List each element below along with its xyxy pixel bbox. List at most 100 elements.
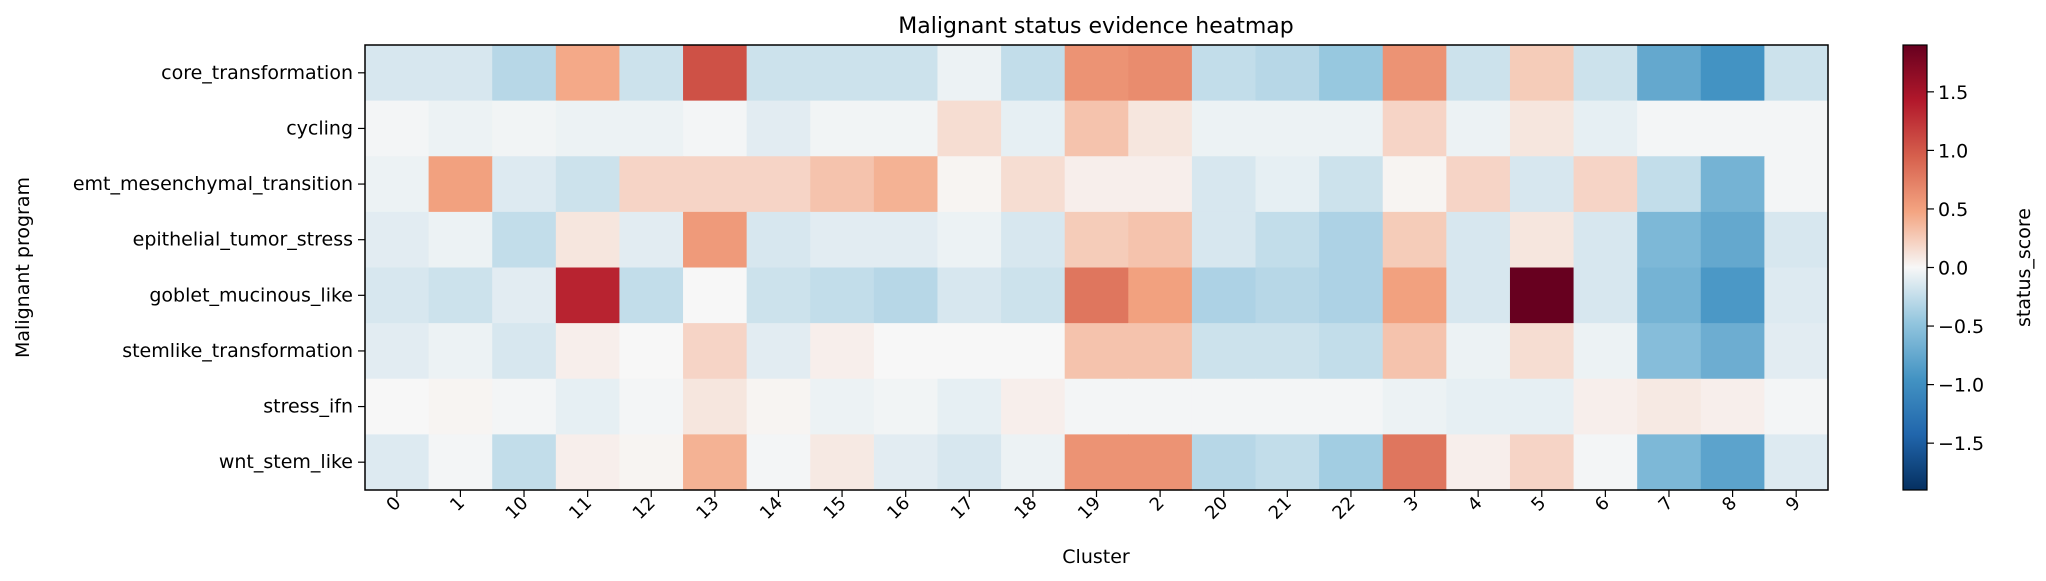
heatmap-cell	[492, 434, 557, 491]
heatmap-cell	[492, 156, 557, 213]
heatmap-cell	[1446, 45, 1511, 102]
heatmap-cell	[1637, 267, 1702, 324]
column-label: 5	[1527, 493, 1550, 516]
colorbar-tick-label: −1.5	[1938, 433, 1984, 455]
heatmap-cell	[873, 323, 939, 380]
heatmap-cell	[1764, 378, 1829, 435]
heatmap-cell	[873, 378, 939, 435]
heatmap-cell	[1255, 156, 1320, 213]
heatmap-cell	[428, 378, 493, 435]
column-label: 0	[382, 493, 405, 516]
heatmap-cell	[1191, 434, 1257, 491]
y-axis-label: Malignant program	[12, 177, 34, 358]
column-label: 12	[629, 493, 660, 524]
heatmap-cell	[1255, 45, 1320, 102]
heatmap-cell	[1509, 434, 1575, 491]
heatmap-cell	[1764, 267, 1829, 324]
heatmap-cell	[1509, 378, 1575, 435]
heatmap-cell	[683, 45, 748, 102]
heatmap-cell	[1001, 323, 1066, 380]
heatmap-cell	[555, 267, 621, 324]
heatmap-cell	[1191, 100, 1257, 157]
column-label: 22	[1328, 493, 1359, 524]
heatmap-cell	[937, 211, 1002, 269]
colorbar-tick-label: −0.5	[1938, 316, 1984, 338]
heatmap-cell	[1509, 156, 1575, 213]
heatmap-cell	[1573, 156, 1638, 213]
heatmap-cell	[746, 45, 811, 102]
heatmap-cell	[619, 45, 684, 102]
heatmap-cell	[1128, 211, 1193, 269]
heatmap-cell	[1573, 45, 1638, 102]
heatmap-cell	[1001, 156, 1066, 213]
heatmap-cell	[683, 434, 748, 491]
heatmap-cell	[1319, 434, 1384, 491]
heatmap-cell	[428, 211, 493, 269]
colorbar-tick-label: −1.0	[1938, 375, 1984, 397]
heatmap-cell	[1573, 378, 1638, 435]
column-label: 8	[1718, 493, 1741, 516]
heatmap-cell	[1764, 211, 1829, 269]
heatmap-cell	[1446, 434, 1511, 491]
heatmap-cell	[1382, 156, 1447, 213]
colorbar-tick-label: 0.0	[1938, 258, 1968, 280]
heatmap-cell	[1382, 434, 1447, 491]
heatmap-cell	[1128, 100, 1193, 157]
heatmap-cell	[428, 45, 493, 102]
column-label: 16	[883, 493, 914, 524]
heatmap-cell	[1700, 323, 1765, 380]
heatmap-cell	[746, 323, 811, 380]
heatmap-cell	[1001, 45, 1066, 102]
row-label: emt_mesenchymal_transition	[73, 173, 353, 195]
heatmap-cell	[492, 211, 557, 269]
heatmap-cell	[683, 211, 748, 269]
heatmap-cell	[555, 378, 621, 435]
heatmap-cell	[1064, 267, 1129, 324]
heatmap-cell	[1319, 267, 1384, 324]
heatmap-cell	[492, 378, 557, 435]
heatmap-cell	[1700, 100, 1765, 157]
heatmap-cell	[810, 378, 875, 435]
heatmap-cell	[746, 211, 811, 269]
heatmap-cells	[365, 45, 1829, 491]
column-label: 13	[692, 493, 723, 524]
heatmap-cell	[619, 211, 684, 269]
heatmap-cell	[1319, 156, 1384, 213]
heatmap-cell	[1382, 45, 1447, 102]
heatmap-cell	[746, 100, 811, 157]
heatmap-cell	[1573, 434, 1638, 491]
heatmap-cell	[1128, 45, 1193, 102]
heatmap-cell	[1446, 267, 1511, 324]
colorbar-tick-label: 0.5	[1938, 199, 1968, 221]
heatmap-cell	[1700, 45, 1765, 102]
heatmap-cell	[746, 156, 811, 213]
heatmap-cell	[428, 267, 493, 324]
row-label: goblet_mucinous_like	[149, 284, 353, 306]
heatmap-cell	[1001, 434, 1066, 491]
colorbar-label: status_score	[2013, 208, 2035, 327]
heatmap-cell	[1064, 45, 1129, 102]
column-label: 4	[1464, 493, 1487, 516]
column-label: 2	[1146, 493, 1169, 516]
heatmap-cell	[1382, 378, 1447, 435]
heatmap-cell	[810, 434, 875, 491]
column-label: 6	[1591, 493, 1614, 516]
heatmap-cell	[1764, 100, 1829, 157]
heatmap-cell	[492, 100, 557, 157]
heatmap-cell	[365, 267, 430, 324]
heatmap-cell	[1001, 378, 1066, 435]
heatmap-cell	[555, 323, 621, 380]
heatmap-cell	[1637, 100, 1702, 157]
heatmap-cell	[1764, 156, 1829, 213]
heatmap-cell	[1064, 100, 1129, 157]
heatmap-cell	[873, 100, 939, 157]
heatmap-cell	[1446, 211, 1511, 269]
heatmap-cell	[1382, 267, 1447, 324]
column-label: 20	[1201, 493, 1232, 524]
heatmap-cell	[683, 378, 748, 435]
heatmap-cell	[1637, 323, 1702, 380]
heatmap-cell	[810, 323, 875, 380]
heatmap-cell	[746, 434, 811, 491]
heatmap-cell	[873, 156, 939, 213]
